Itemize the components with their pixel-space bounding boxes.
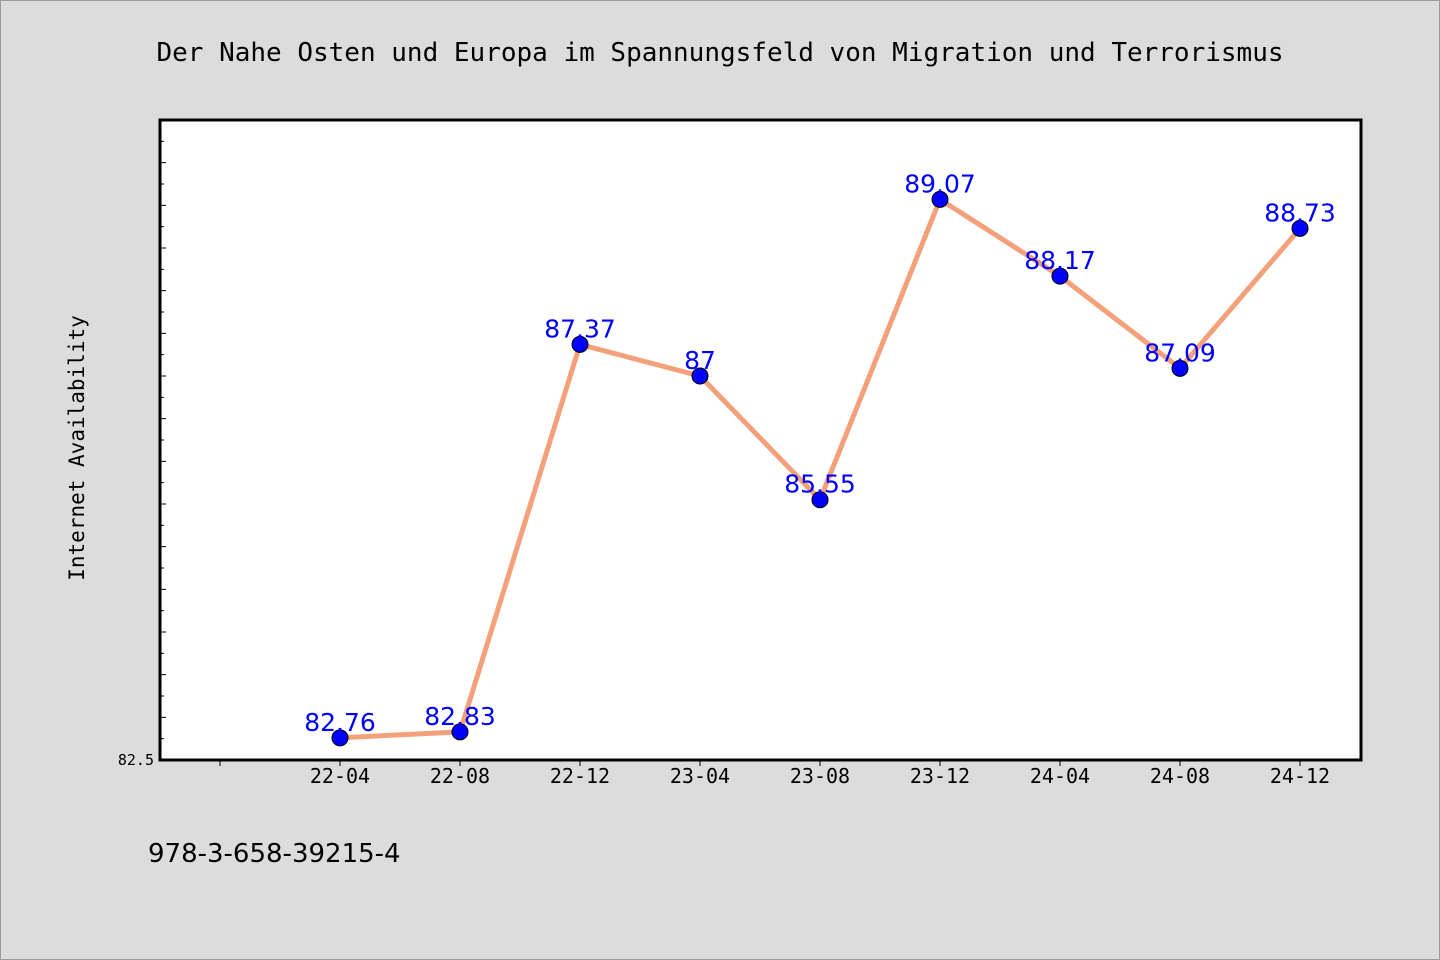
x-tick-label: 24-04 <box>1030 764 1090 788</box>
data-label: 82.76 <box>304 708 376 737</box>
plot-border <box>158 118 1363 762</box>
isbn-footer: 978-3-658-39215-4 <box>148 839 401 869</box>
chart-title: Der Nahe Osten und Europa im Spannungsfe… <box>156 38 1283 68</box>
data-point <box>331 729 349 747</box>
data-label: 87 <box>684 346 716 375</box>
x-tick-label: 22-08 <box>430 764 490 788</box>
data-point <box>571 335 589 353</box>
data-label: 89.07 <box>904 169 976 198</box>
x-tick-label: 23-08 <box>790 764 850 788</box>
data-label: 87.37 <box>544 314 616 343</box>
data-point <box>811 491 829 509</box>
x-tick-label: 24-08 <box>1150 764 1210 788</box>
data-point <box>451 723 469 741</box>
data-label: 87.09 <box>1144 338 1216 367</box>
data-label: 82.83 <box>424 702 496 731</box>
x-tick-label: 22-04 <box>310 764 370 788</box>
x-tick-label: 23-12 <box>910 764 970 788</box>
x-tick-label: 22-12 <box>550 764 610 788</box>
data-point <box>691 367 709 385</box>
data-point <box>931 190 949 208</box>
data-label: 88.17 <box>1024 246 1096 275</box>
data-point <box>1171 359 1189 377</box>
y-axis-label: Internet Availability <box>65 315 89 581</box>
y-tick-label: 82.5 <box>118 751 154 769</box>
data-label: 85.55 <box>784 470 856 499</box>
x-tick-label: 24-12 <box>1270 764 1330 788</box>
data-point <box>1291 219 1309 237</box>
data-point <box>1051 267 1069 285</box>
x-tick-label: 23-04 <box>670 764 730 788</box>
data-label: 88.73 <box>1264 198 1336 227</box>
